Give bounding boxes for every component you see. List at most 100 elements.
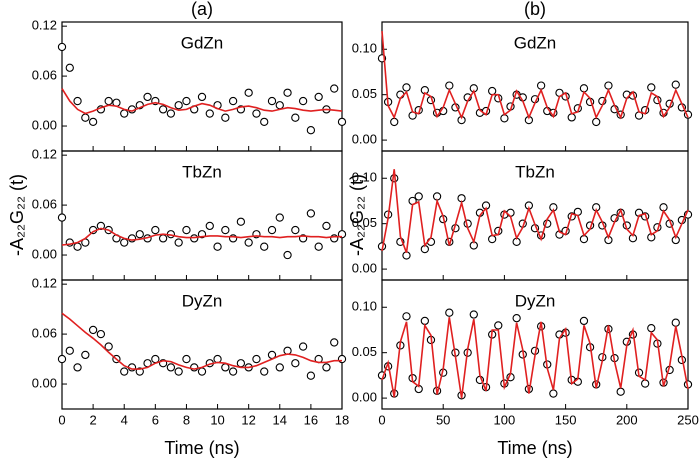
data-point (73, 96, 82, 106)
y-tick-label: 0.00 (352, 261, 377, 276)
fit-line (61, 227, 342, 246)
data-point (579, 316, 589, 326)
data-point (57, 42, 67, 52)
x-tick-label: 2 (89, 412, 96, 427)
panel-label: (b) (524, 0, 546, 19)
x-tick-label: 6 (152, 412, 159, 427)
fit-line (381, 31, 689, 120)
data-point (337, 354, 347, 364)
data-point (158, 234, 168, 243)
data-point (306, 371, 316, 380)
y-tick-label: 0.05 (352, 86, 377, 101)
data-point (549, 389, 558, 398)
data-point (402, 312, 411, 321)
data-point (228, 96, 238, 106)
data-point (221, 225, 230, 235)
data-point (330, 234, 339, 243)
data-point (445, 308, 454, 317)
data-point (283, 346, 292, 355)
data-point (166, 109, 176, 118)
data-point (151, 225, 160, 235)
x-tick-label: 8 (183, 412, 190, 427)
data-point (182, 354, 191, 364)
data-point (236, 217, 246, 226)
data-point (337, 117, 347, 127)
data-point (174, 367, 183, 376)
data-point (267, 96, 277, 106)
data-point (73, 363, 82, 372)
data-point (120, 109, 129, 118)
data-point (420, 316, 429, 326)
data-point (275, 363, 284, 372)
data-point (314, 242, 323, 251)
x-axis-label: Time (ns) (497, 438, 572, 458)
data-point (174, 101, 183, 110)
data-point (647, 323, 656, 333)
data-point (127, 234, 137, 243)
data-point (641, 379, 650, 388)
panel-label: (a) (191, 0, 213, 19)
subplot-title: TbZn (515, 162, 555, 181)
data-point (260, 367, 269, 376)
x-axis-label: Time (ns) (164, 438, 239, 458)
x-tick-label: 16 (304, 412, 318, 427)
data-point (671, 80, 680, 89)
data-point (221, 113, 230, 122)
x-tick-label: 250 (677, 412, 699, 427)
data-point (322, 221, 331, 231)
data-point (252, 354, 261, 364)
data-point (213, 242, 222, 251)
data-point (104, 96, 113, 106)
data-point (322, 363, 331, 372)
fit-line (61, 312, 342, 370)
data-point (291, 113, 300, 122)
data-point (275, 213, 284, 222)
x-tick-label: 12 (241, 412, 255, 427)
y-tick-label: 0.10 (352, 41, 377, 56)
data-point (488, 234, 497, 244)
data-point (252, 109, 261, 118)
y-tick-label: 0.12 (32, 18, 57, 33)
fit-line (61, 88, 343, 115)
y-axis-label: -A₂₂G₂₂ (t) (7, 174, 27, 256)
y-tick-label: 0.12 (32, 276, 57, 291)
data-point (283, 250, 292, 260)
data-point (236, 359, 246, 368)
data-point (494, 321, 503, 330)
y-tick-label: 0.00 (32, 117, 57, 132)
fit-line (381, 317, 689, 399)
data-point (402, 251, 411, 260)
data-point (260, 117, 269, 127)
y-tick-label: 0.00 (32, 375, 57, 390)
x-tick-label: 150 (555, 412, 577, 427)
data-point (500, 114, 509, 123)
data-point (291, 359, 300, 368)
data-point (592, 117, 601, 127)
plot-frame (381, 279, 689, 410)
data-point (104, 342, 113, 351)
y-tick-label: 0.12 (32, 147, 57, 162)
x-tick-label: 50 (436, 412, 450, 427)
data-point (143, 92, 152, 102)
subplot-title: DyZn (515, 291, 556, 310)
y-tick-label: 0.06 (32, 326, 57, 341)
data-point (166, 363, 176, 372)
y-tick-label: 0.05 (352, 344, 377, 359)
x-tick-label: 0 (378, 412, 385, 427)
x-tick-label: 200 (616, 412, 638, 427)
data-point (221, 363, 230, 372)
data-point (228, 367, 238, 376)
data-point (283, 88, 292, 97)
fit-line (381, 169, 689, 253)
data-point (135, 230, 144, 239)
data-point (228, 234, 238, 243)
data-point (120, 367, 129, 376)
data-point (182, 96, 191, 106)
y-tick-label: 0.00 (352, 390, 377, 405)
data-point (205, 221, 214, 231)
data-point (616, 387, 625, 396)
data-point (314, 92, 323, 102)
data-point (445, 81, 454, 90)
data-point (306, 209, 316, 218)
data-point (512, 314, 521, 323)
